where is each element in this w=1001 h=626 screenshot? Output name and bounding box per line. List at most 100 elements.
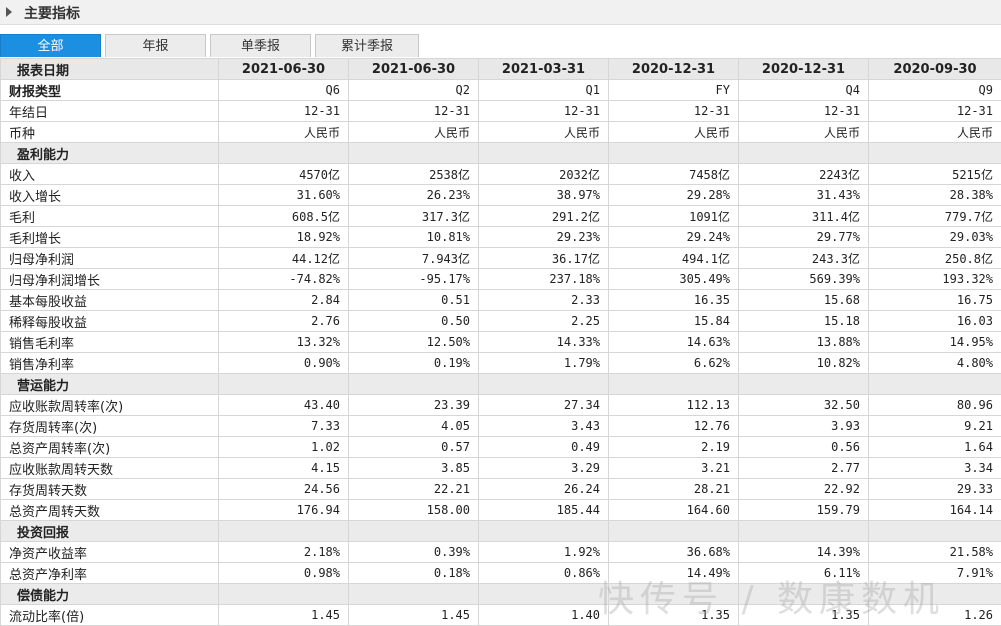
table-cell: 人民币 [739, 122, 869, 143]
tab-single-quarter[interactable]: 单季报 [210, 34, 311, 57]
table-cell: 12.76 [609, 416, 739, 437]
table-cell: 31.60% [219, 185, 349, 206]
table-cell: 12-31 [349, 101, 479, 122]
table-cell: 12-31 [609, 101, 739, 122]
section-filler [219, 521, 349, 542]
row-label: 应收账款周转率(次) [1, 395, 219, 416]
row-label: 毛利 [1, 206, 219, 227]
table-cell: 16.35 [609, 290, 739, 311]
table-cell: 2032亿 [479, 164, 609, 185]
table-cell: 16.75 [869, 290, 1001, 311]
table-cell: 14.95% [869, 332, 1001, 353]
table-cell: 4570亿 [219, 164, 349, 185]
table-cell: 305.49% [609, 269, 739, 290]
table-cell: 0.50 [349, 311, 479, 332]
row-label: 存货周转率(次) [1, 416, 219, 437]
tab-annual[interactable]: 年报 [105, 34, 206, 57]
table-cell: 7.33 [219, 416, 349, 437]
table-cell: 28.21 [609, 479, 739, 500]
table-cell: 21.58% [869, 542, 1001, 563]
table-cell: 1.64 [869, 437, 1001, 458]
section-filler [609, 143, 739, 164]
table-cell: 29.23% [479, 227, 609, 248]
section-filler [479, 584, 609, 605]
table-cell: 1.45 [349, 605, 479, 626]
table-cell: 1.79% [479, 353, 609, 374]
row-label: 总资产周转率(次) [1, 437, 219, 458]
section-filler [479, 143, 609, 164]
table-cell: 44.12亿 [219, 248, 349, 269]
panel-header[interactable]: 主要指标 [0, 0, 1001, 25]
table-cell: 12-31 [739, 101, 869, 122]
table-cell: Q9 [869, 80, 1001, 101]
table-cell: 0.51 [349, 290, 479, 311]
table-row: 币种人民币人民币人民币人民币人民币人民币 [1, 122, 1001, 143]
table-cell: 311.4亿 [739, 206, 869, 227]
row-label: 销售毛利率 [1, 332, 219, 353]
table-cell: 0.19% [349, 353, 479, 374]
tab-cumulative-quarter[interactable]: 累计季报 [315, 34, 419, 57]
section-filler [739, 584, 869, 605]
table-cell: 1.26 [869, 605, 1001, 626]
table-cell: 29.28% [609, 185, 739, 206]
table-cell: 29.03% [869, 227, 1001, 248]
row-label: 销售净利率 [1, 353, 219, 374]
table-cell: 164.14 [869, 500, 1001, 521]
table-cell: 7.91% [869, 563, 1001, 584]
table-cell: 26.24 [479, 479, 609, 500]
expand-arrow-icon[interactable] [6, 7, 12, 17]
header-date: 2021-03-31 [479, 59, 609, 80]
section-label: 偿债能力 [1, 584, 219, 605]
table-cell: 6.62% [609, 353, 739, 374]
row-label: 年结日 [1, 101, 219, 122]
table-cell: FY [609, 80, 739, 101]
table-cell: 29.33 [869, 479, 1001, 500]
table-cell: 32.50 [739, 395, 869, 416]
header-date: 2020-12-31 [739, 59, 869, 80]
table-cell: 10.81% [349, 227, 479, 248]
table-cell: 15.84 [609, 311, 739, 332]
report-tabs: 全部 年报 单季报 累计季报 [0, 34, 1001, 59]
table-cell: 2.18% [219, 542, 349, 563]
tab-all[interactable]: 全部 [0, 34, 101, 57]
row-label: 存货周转天数 [1, 479, 219, 500]
table-cell: 112.13 [609, 395, 739, 416]
table-cell: Q6 [219, 80, 349, 101]
table-cell: 569.39% [739, 269, 869, 290]
table-cell: 14.33% [479, 332, 609, 353]
table-cell: 7458亿 [609, 164, 739, 185]
table-cell: 1.02 [219, 437, 349, 458]
table-cell: 22.21 [349, 479, 479, 500]
table-cell: 494.1亿 [609, 248, 739, 269]
table-cell: 12-31 [479, 101, 609, 122]
row-label: 收入 [1, 164, 219, 185]
table-cell: 291.2亿 [479, 206, 609, 227]
table-cell: 人民币 [869, 122, 1001, 143]
table-cell: 250.8亿 [869, 248, 1001, 269]
section-filler [869, 143, 1001, 164]
section-filler [739, 374, 869, 395]
table-cell: 38.97% [479, 185, 609, 206]
table-cell: 23.39 [349, 395, 479, 416]
row-label: 总资产净利率 [1, 563, 219, 584]
row-label: 毛利增长 [1, 227, 219, 248]
table-cell: 1.40 [479, 605, 609, 626]
table-cell: 3.93 [739, 416, 869, 437]
section-filler [609, 521, 739, 542]
table-cell: 4.05 [349, 416, 479, 437]
section-filler [869, 374, 1001, 395]
table-cell: 28.38% [869, 185, 1001, 206]
